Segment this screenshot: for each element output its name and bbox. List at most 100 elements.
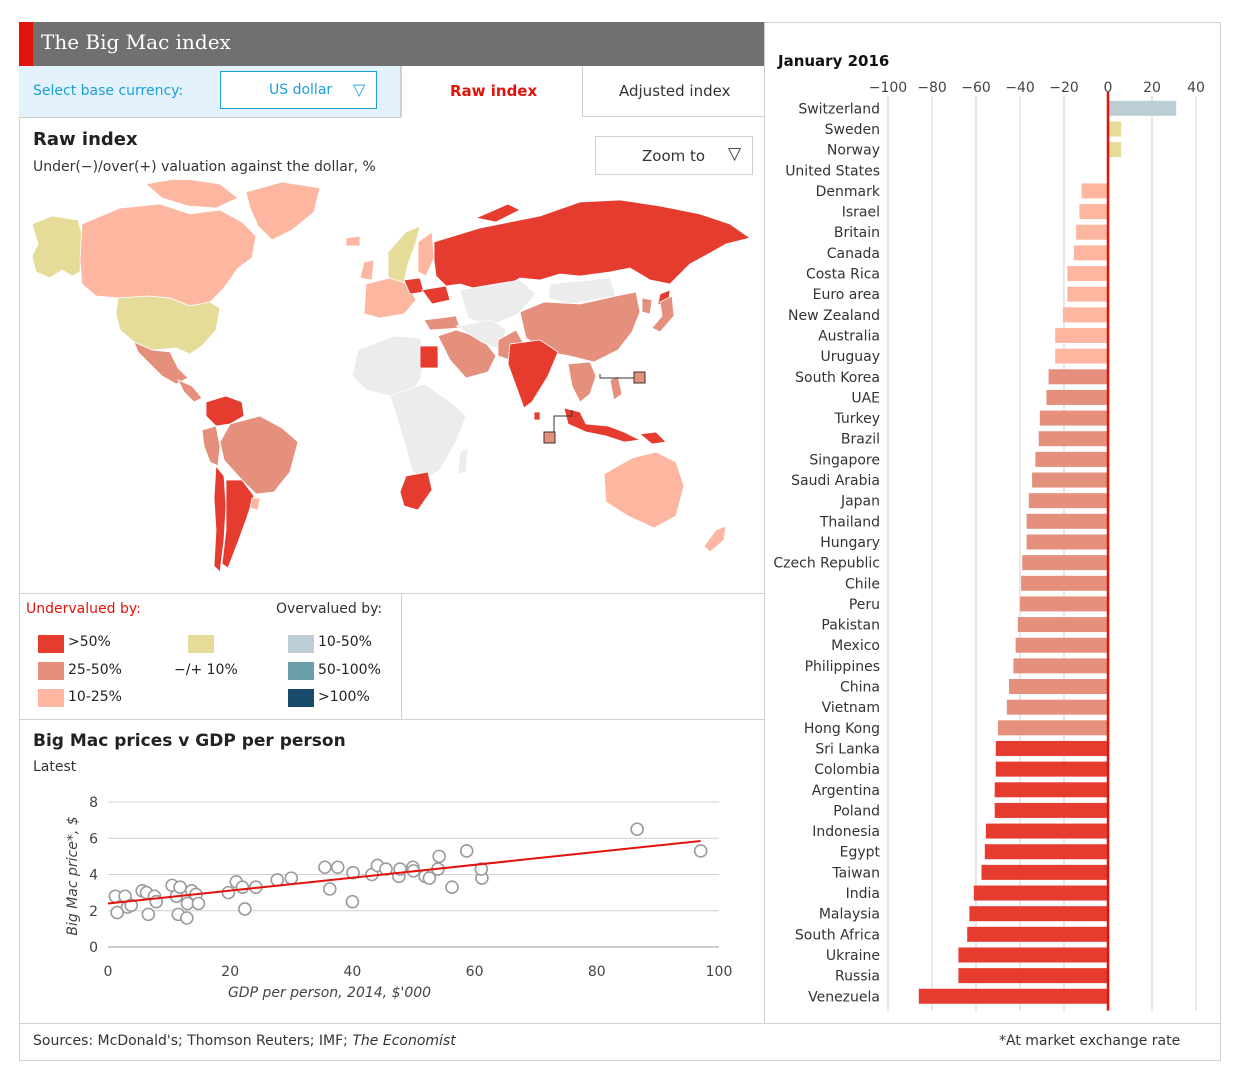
- bar: [981, 864, 1108, 880]
- map-sri-lanka: [533, 411, 541, 421]
- bar-label: Mexico: [831, 638, 880, 654]
- map-russia-north: [474, 203, 521, 223]
- scatter-point: [141, 907, 156, 922]
- bar: [1017, 617, 1108, 633]
- map-uk: [359, 259, 375, 281]
- zoom-select[interactable]: Zoom to ▽: [595, 136, 753, 175]
- bar-label: Czech Republic: [773, 556, 880, 572]
- bar-label: New Zealand: [788, 308, 880, 324]
- map-new-zealand: [703, 525, 727, 553]
- map-canada-arctic: [145, 180, 239, 209]
- legend-label: >100%: [318, 689, 370, 705]
- map-venezuela-colombia: [205, 395, 245, 427]
- map-southeast-asia: [567, 361, 597, 403]
- map-russia: [433, 199, 751, 291]
- bar: [1032, 472, 1108, 488]
- map-egypt: [419, 345, 439, 369]
- bar-label: Canada: [827, 246, 880, 262]
- tab-adjusted-index[interactable]: Adjusted index: [582, 66, 764, 117]
- scatter-point: [459, 844, 474, 858]
- chevron-down-icon: ▽: [728, 144, 742, 164]
- scatter-point: [330, 860, 345, 875]
- y-tick-label: 0: [89, 940, 98, 956]
- bar-label: Vietnam: [822, 700, 880, 716]
- tab-raw-index-label: Raw index: [450, 82, 538, 100]
- map-argentina: [221, 479, 255, 569]
- scatter-point: [180, 911, 194, 925]
- map-canada: [79, 203, 257, 307]
- bar: [998, 720, 1108, 736]
- bar-label: Switzerland: [798, 101, 880, 117]
- map-india: [507, 339, 559, 409]
- x-tick-label: −60: [961, 80, 991, 96]
- bar: [1108, 100, 1177, 116]
- divider: [19, 593, 764, 594]
- bar: [1055, 348, 1108, 364]
- bar: [1067, 266, 1108, 282]
- scatter-point: [270, 873, 285, 887]
- scatter-point: [422, 871, 437, 885]
- bar: [1026, 534, 1108, 550]
- map-peru: [201, 425, 221, 467]
- title-bar: [19, 22, 764, 66]
- map-mexico: [133, 341, 189, 385]
- bar: [995, 761, 1108, 777]
- legend-swatch: [288, 689, 314, 707]
- map-philippines: [609, 375, 623, 401]
- x-tick-label: −40: [1005, 80, 1035, 96]
- sources-note: Sources: McDonald's; Thomson Reuters; IM…: [33, 1033, 456, 1049]
- legend-undervalued-title: Undervalued by:: [26, 601, 141, 617]
- map-mongolia: [547, 277, 617, 305]
- legend-label: 10-25%: [68, 689, 122, 705]
- scatter-point: [284, 871, 299, 885]
- legend-swatch: [38, 662, 64, 680]
- bar-label: Norway: [827, 143, 880, 159]
- bar: [1026, 513, 1108, 529]
- bar-label: Euro area: [813, 287, 880, 303]
- bar-label: United States: [785, 163, 880, 179]
- map-central-america: [177, 379, 203, 403]
- currency-select[interactable]: US dollar ▽: [220, 71, 377, 109]
- chevron-down-icon: ▽: [353, 80, 366, 99]
- bar: [958, 947, 1108, 963]
- bar-label: Hong Kong: [804, 721, 880, 737]
- scatter-subtitle: Latest: [33, 759, 77, 775]
- bar: [1046, 389, 1108, 405]
- bar: [1039, 410, 1108, 426]
- callout-line: [553, 410, 573, 432]
- legend-label: −/+ 10%: [174, 662, 238, 678]
- scatter-point: [221, 885, 236, 900]
- scatter-point: [346, 865, 360, 880]
- scatter-point: [173, 880, 187, 894]
- currency-label: Select base currency:: [33, 83, 184, 99]
- bar-label: Argentina: [812, 783, 880, 799]
- divider: [19, 719, 764, 720]
- bar: [1038, 431, 1108, 447]
- bar-label: Pakistan: [821, 618, 880, 634]
- bar: [958, 968, 1108, 984]
- scatter-point: [693, 844, 708, 858]
- map-australia: [603, 451, 685, 529]
- bar-label: Colombia: [814, 762, 880, 778]
- bar-label: Uruguay: [821, 349, 881, 365]
- scatter-point: [318, 860, 332, 875]
- map-subtitle: Under(−)/over(+) valuation against the d…: [33, 159, 376, 175]
- world-map[interactable]: [20, 180, 760, 590]
- x-tick-label: 20: [1143, 80, 1161, 96]
- bar: [1079, 204, 1108, 220]
- map-malaysia-indonesia: [563, 407, 642, 443]
- x-tick-label: 0: [1104, 80, 1113, 96]
- map-new-guinea: [639, 431, 667, 445]
- bar-chart: January 2016 −100 −80 −60 −40 −20 0 20 40 Switzer…: [773, 52, 1205, 1011]
- legend-swatch: [288, 662, 314, 680]
- scatter-point: [235, 880, 250, 894]
- tab-raw-index[interactable]: Raw index: [401, 66, 583, 117]
- panel-divider: [764, 22, 765, 1023]
- scatter-point: [445, 880, 459, 894]
- bar-label: Venezuela: [808, 989, 880, 1005]
- map-callout-singapore: [543, 431, 556, 444]
- divider: [19, 1023, 1221, 1024]
- scatter-point: [474, 862, 489, 876]
- map-turkey: [423, 315, 461, 331]
- bar-label: South Africa: [795, 927, 880, 943]
